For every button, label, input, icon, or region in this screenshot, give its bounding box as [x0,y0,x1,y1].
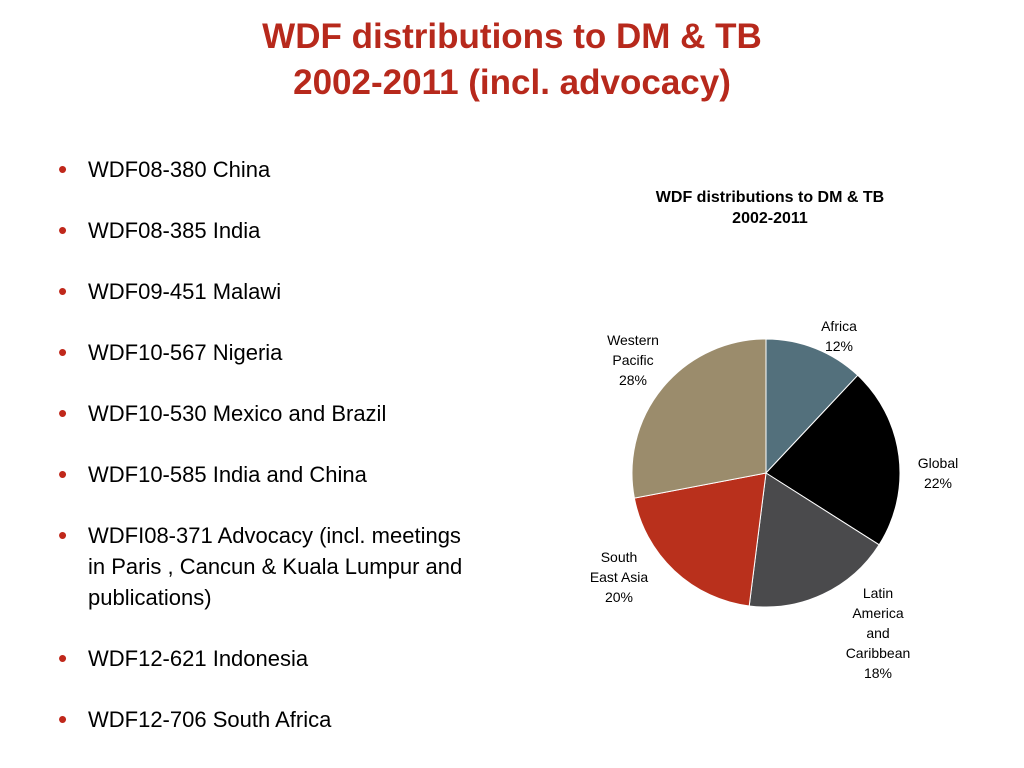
bullet-item: • WDF10-567 Nigeria [58,337,538,368]
bullet-text-line: WDF08-385 India [88,218,261,243]
bullet-item: • WDF10-585 India and China [58,459,538,490]
slide-title-line-1: WDF distributions to DM & TB [262,17,762,56]
slide-title-line-2: 2002-2011 (incl. advocacy) [293,63,731,102]
slice-label-line: America [852,605,904,621]
bullet-text-line: WDF09-451 Malawi [88,279,282,304]
bullet-dot-icon: • [58,215,68,245]
bullet-item: • WDF12-621 Indonesia [58,643,538,674]
slice-label-line: Latin [862,585,894,601]
slice-label-line: Western [607,332,659,348]
slice-percent-label: 18% [863,665,893,681]
pie-slice [631,338,767,499]
bullet-text-line: WDF10-567 Nigeria [88,340,283,365]
bullet-dot-icon: • [58,337,68,367]
bullet-text-line: WDFI08-371 Advocacy (incl. meetings [88,523,461,548]
bullet-text-line: in Paris , Cancun & Kuala Lumpur and [88,554,463,579]
slice-percent-label: 20% [604,589,634,605]
slide-title: WDF distributions to DM & TB 2002-2011 (… [0,14,1024,106]
bullet-text-line: WDF10-530 Mexico and Brazil [88,401,387,426]
bullet-dot-icon: • [58,704,68,734]
slice-label-line: Africa [821,318,857,334]
bullet-item: • WDF08-385 India [58,215,538,246]
bullet-item: • WDF12-706 South Africa [58,704,538,735]
bullet-item: • WDFI08-371 Advocacy (incl. meetings in P… [58,520,538,613]
slice-label-line: South [600,549,638,565]
bullet-text-line: publications) [88,585,212,610]
pie-slice [633,472,767,607]
pie-slice-label: Africa 12% [779,316,899,356]
chart-title-line-2: 2002-2011 [732,210,808,227]
chart-title-line-1: WDF distributions to DM & TB [655,189,885,206]
pie-slice-label: Global 22% [878,453,998,493]
slice-label-line: and [866,625,890,641]
bullet-item: • WDF08-380 China [58,154,538,185]
pie-slice [765,338,859,475]
slice-label-line: East Asia [589,569,649,585]
bullet-item: • WDF10-530 Mexico and Brazil [58,398,538,429]
slice-label-line: Pacific [612,352,654,368]
chart-title: WDF distributions to DM & TB 2002-2011 [600,187,940,229]
bullet-text-line: WDF08-380 China [88,157,271,182]
bullet-item: • WDF09-451 Malawi [58,276,538,307]
bullet-text-line: WDF10-585 India and China [88,462,367,487]
slice-percent-label: 12% [824,338,854,354]
bullet-text-line: WDF12-621 Indonesia [88,646,309,671]
pie-slice-label: Latin America and Caribbean 18% [818,583,938,683]
bullet-dot-icon: • [58,398,68,428]
slice-percent-label: 22% [923,475,953,491]
pie-slice [765,374,901,546]
pie-chart [631,338,901,608]
bullet-dot-icon: • [58,459,68,489]
slice-label-line: Caribbean [845,645,911,661]
slice-label-line: Global [917,455,959,471]
bullet-dot-icon: • [58,520,68,550]
slice-percent-label: 28% [618,372,648,388]
bullet-text-line: WDF12-706 South Africa [88,707,332,732]
pie-slice-label: Western Pacific 28% [573,330,693,390]
bullet-list: • WDF08-380 China • WDF08-385 India • WDF09-4… [58,154,538,765]
bullet-dot-icon: • [58,154,68,184]
bullet-dot-icon: • [58,643,68,673]
pie-slice-label: South East Asia 20% [559,547,679,607]
bullet-dot-icon: • [58,276,68,306]
pie-slice [748,472,880,608]
